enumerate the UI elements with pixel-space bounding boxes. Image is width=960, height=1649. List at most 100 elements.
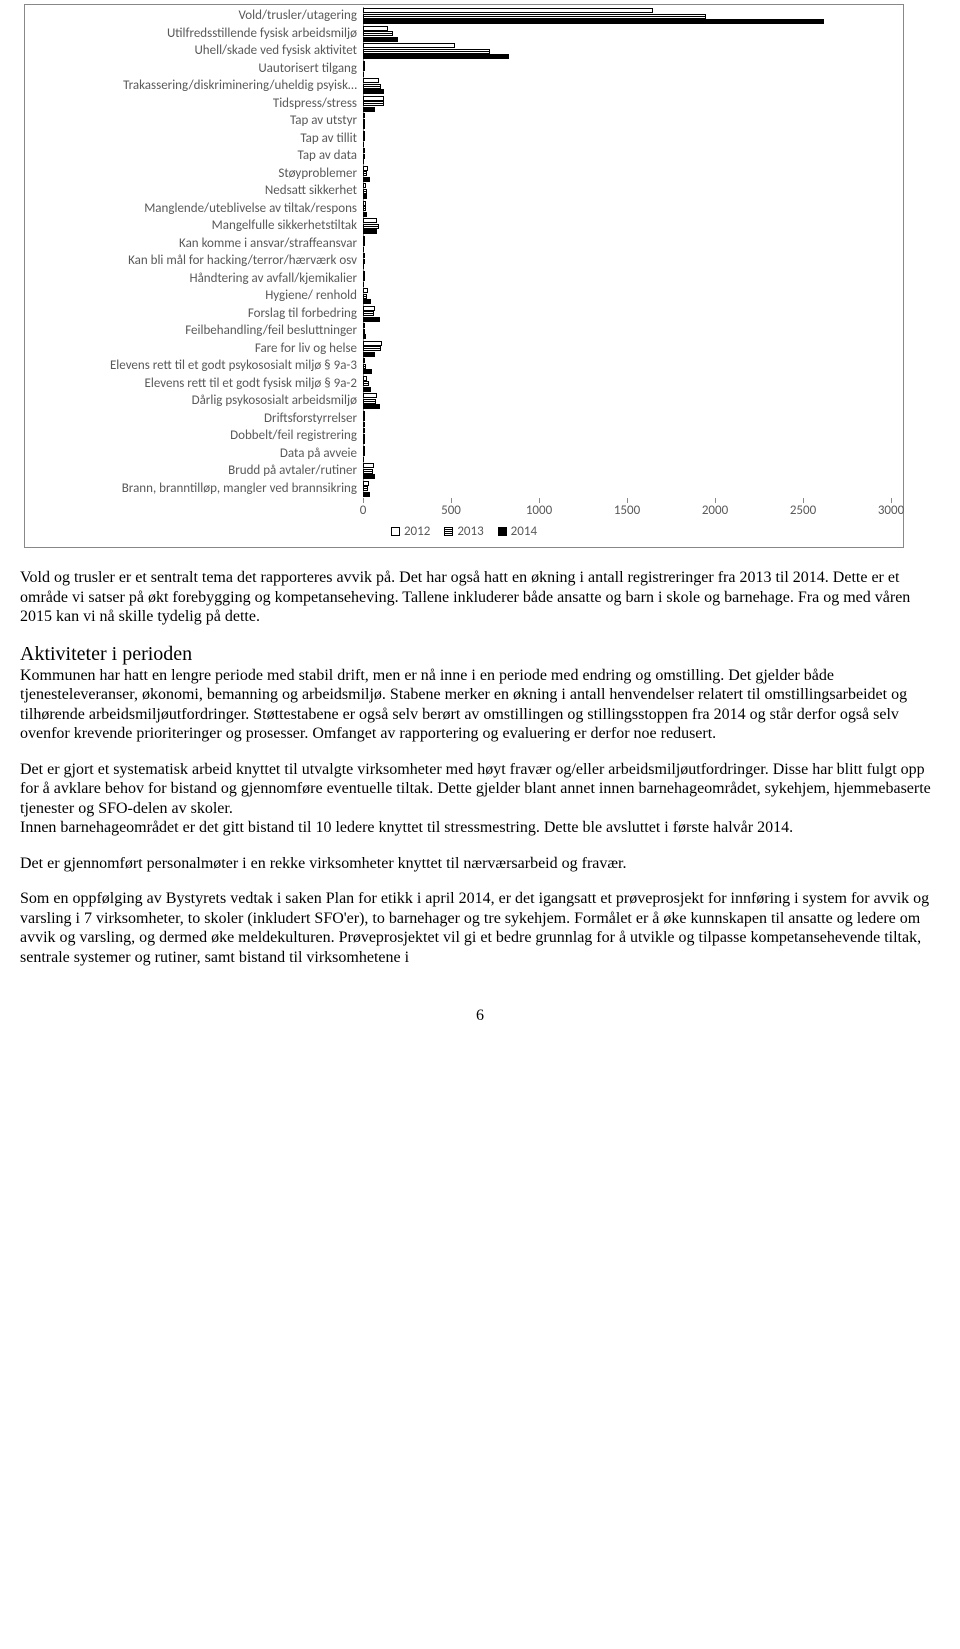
chart-category-label: Brudd på avtaler/rutiner xyxy=(33,463,363,478)
bar-2014 xyxy=(363,474,375,479)
bar-2014 xyxy=(363,89,384,94)
body-text: Vold og trusler er et sentralt tema det … xyxy=(20,568,940,967)
bar-2013 xyxy=(363,451,365,456)
chart-category-label: Hygiene/ renhold xyxy=(33,288,363,303)
bar-2012 xyxy=(363,411,365,416)
bar-2013 xyxy=(363,399,376,404)
chart-category-label: Nedsatt sikkerhet xyxy=(33,183,363,198)
bar-2014 xyxy=(363,177,370,182)
chart-category-label: Data på avveie xyxy=(33,446,363,461)
bar-2013 xyxy=(363,224,379,229)
paragraph-2: Kommunen har hatt en lengre periode med … xyxy=(20,666,940,744)
bar-2013 xyxy=(363,49,490,54)
bar-2012 xyxy=(363,43,455,48)
bar-2012 xyxy=(363,271,365,276)
bar-2014 xyxy=(363,352,375,357)
chart-category-label: Brann, branntilløp, mangler ved brannsik… xyxy=(33,481,363,496)
bar-2014 xyxy=(363,317,380,322)
bar-2014 xyxy=(363,299,371,304)
paragraph-1: Vold og trusler er et sentralt tema det … xyxy=(20,568,940,627)
bar-2013 xyxy=(363,434,365,439)
bar-2014 xyxy=(363,72,364,77)
legend-2014: 2014 xyxy=(511,524,537,539)
chart-category-label: Tap av utstyr xyxy=(33,113,363,128)
chart-category-label: Kan komme i ansvar/straffeansvar xyxy=(33,236,363,251)
bar-2013 xyxy=(363,66,365,71)
paragraph-3a: Det er gjort et systematisk arbeid knytt… xyxy=(20,760,940,819)
chart-category-label: Trakassering/diskriminering/uheldig psyi… xyxy=(33,78,363,93)
bar-2014 xyxy=(363,54,509,59)
bar-2013 xyxy=(363,311,374,316)
bar-2013 xyxy=(363,31,393,36)
bar-2012 xyxy=(363,288,368,293)
bar-2013 xyxy=(363,469,373,474)
bar-2014 xyxy=(363,264,364,269)
bar-2012 xyxy=(363,61,365,66)
bar-2014 xyxy=(363,369,372,374)
bar-2014 xyxy=(363,124,365,129)
bar-2012 xyxy=(363,78,379,83)
bar-2012 xyxy=(363,166,368,171)
chart-legend: 2012 2013 2014 xyxy=(33,524,895,539)
bar-2014 xyxy=(363,19,824,24)
bar-2012 xyxy=(363,26,388,31)
paragraph-3b: Innen barnehageområdet er det gitt bista… xyxy=(20,818,940,838)
chart-category-label: Støyproblemer xyxy=(33,166,363,181)
bar-2012 xyxy=(363,183,366,188)
bar-2014 xyxy=(363,492,370,497)
x-tick-label: 500 xyxy=(441,503,461,518)
bar-2014 xyxy=(363,194,367,199)
bar-2012 xyxy=(363,358,365,363)
chart-category-label: Manglende/uteblivelse av tiltak/respons xyxy=(33,201,363,216)
bar-2012 xyxy=(363,428,365,433)
chart-category-label: Håndtering av avfall/kjemikalier xyxy=(33,271,363,286)
bar-2013 xyxy=(363,259,365,264)
bar-2012 xyxy=(363,218,377,223)
bar-2013 xyxy=(363,154,365,159)
paragraph-4: Det er gjennomført personalmøter i en re… xyxy=(20,854,940,874)
x-tick-label: 0 xyxy=(360,503,367,518)
bar-2013 xyxy=(363,171,367,176)
bar-2012 xyxy=(363,323,365,328)
x-tick-label: 2500 xyxy=(790,503,816,518)
bar-2014 xyxy=(363,229,377,234)
legend-2013: 2013 xyxy=(457,524,483,539)
bar-2012 xyxy=(363,481,369,486)
bar-2013 xyxy=(363,346,381,351)
page-number: 6 xyxy=(20,1007,940,1025)
legend-2012: 2012 xyxy=(404,524,430,539)
deviation-chart: Vold/trusler/utageringUtilfredsstillende… xyxy=(24,4,904,548)
bar-2013 xyxy=(363,14,706,19)
bar-2014 xyxy=(363,212,367,217)
bar-2013 xyxy=(363,294,367,299)
bar-2012 xyxy=(363,341,382,346)
bar-2013 xyxy=(363,136,365,141)
chart-category-label: Driftsforstyrrelser xyxy=(33,411,363,426)
bar-2014 xyxy=(363,387,371,392)
bar-2012 xyxy=(363,8,653,13)
x-tick-label: 2000 xyxy=(702,503,728,518)
bar-2013 xyxy=(363,416,365,421)
chart-category-label: Uhell/skade ved fysisk aktivitet xyxy=(33,43,363,58)
paragraph-5: Som en oppfølging av Bystyrets vedtak i … xyxy=(20,889,940,967)
section-heading: Aktiviteter i perioden xyxy=(20,643,940,666)
bar-2013 xyxy=(363,206,366,211)
bar-2014 xyxy=(363,334,366,339)
bar-2012 xyxy=(363,376,367,381)
bar-2012 xyxy=(363,253,365,258)
bar-2012 xyxy=(363,113,365,118)
bar-2012 xyxy=(363,131,365,136)
bar-2014 xyxy=(363,142,364,147)
bar-2013 xyxy=(363,486,368,491)
chart-category-label: Utilfredsstillende fysisk arbeidsmiljø xyxy=(33,26,363,41)
bar-2014 xyxy=(363,107,375,112)
x-tick-label: 3000 xyxy=(878,503,904,518)
bar-2012 xyxy=(363,236,365,241)
chart-category-label: Fare for liv og helse xyxy=(33,341,363,356)
bar-2012 xyxy=(363,201,366,206)
chart-category-label: Elevens rett til et godt psykososialt mi… xyxy=(33,358,363,373)
bar-2014 xyxy=(363,404,380,409)
chart-category-label: Uautorisert tilgang xyxy=(33,61,363,76)
bar-2012 xyxy=(363,96,384,101)
bar-2013 xyxy=(363,241,365,246)
